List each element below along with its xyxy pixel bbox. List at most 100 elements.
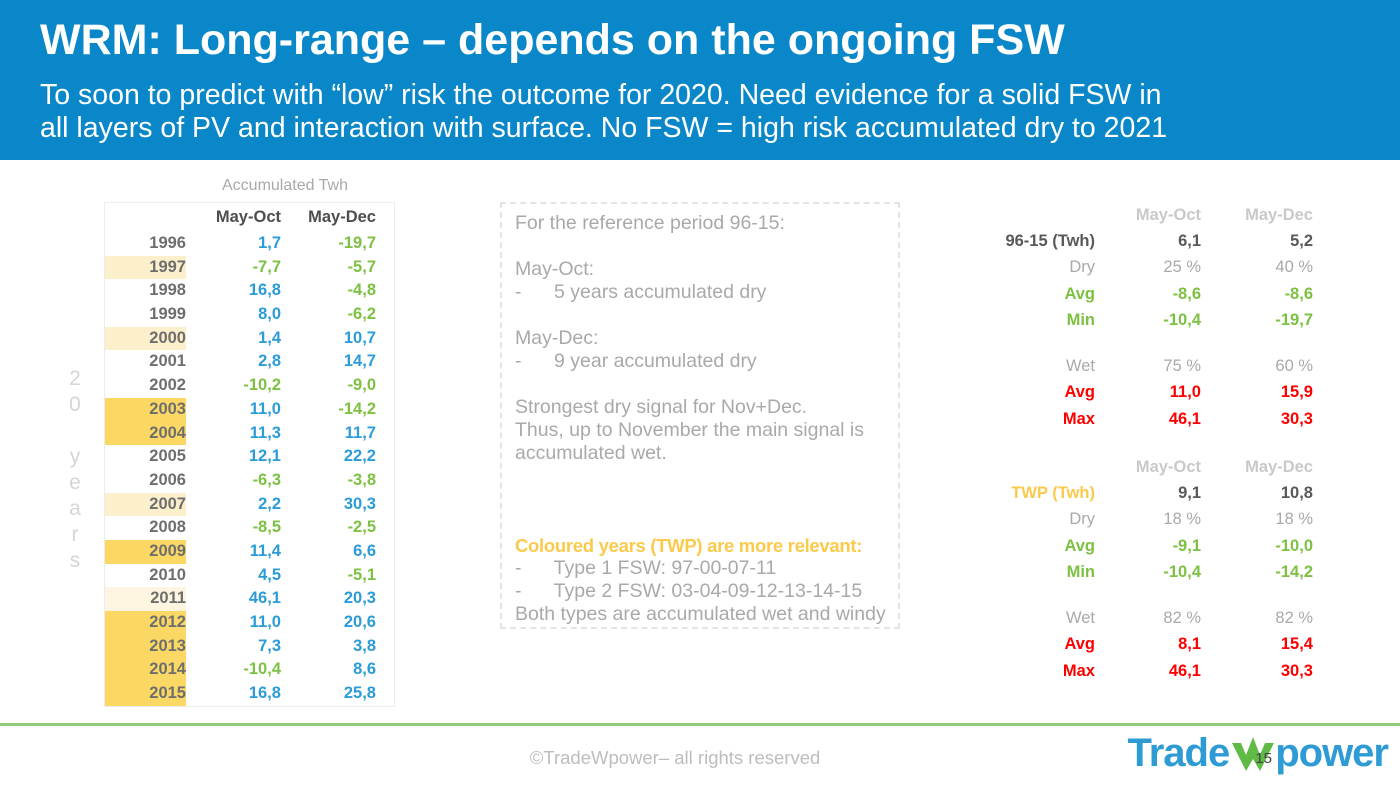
note-line — [515, 373, 888, 396]
year-cell: 1996 — [149, 234, 186, 252]
stats-row: Avg 8,1 15,4 — [985, 631, 1320, 657]
stats-row: Avg -9,1 -10,0 — [985, 533, 1320, 559]
logo-power-text: power — [1275, 731, 1389, 775]
year-cell: 2009 — [105, 539, 186, 564]
stats-value: 25 % — [1163, 258, 1201, 277]
table-row: 2012 11,0 20,6 — [105, 611, 394, 635]
stats-value: 46,1 — [1168, 661, 1201, 680]
stats-value: 18 % — [1163, 510, 1201, 529]
note-line — [515, 465, 888, 488]
stats-value: 9,1 — [1178, 484, 1201, 502]
value-cell: 3,8 — [353, 636, 376, 655]
year-table-body: 1996 1,7 -19,7 1997 -7,7 -5,7 1998 16,8 -4,8 1999… — [105, 232, 394, 706]
page-subtitle: To soon to predict with “low” risk the o… — [40, 79, 1370, 145]
note-line: Both types are accumulated wet and windy — [515, 603, 886, 625]
value-cell: 7,3 — [258, 636, 281, 655]
stats-row: Dry 18 % 18 % — [985, 506, 1320, 532]
stats-value — [1201, 333, 1313, 353]
accumulated-year-table: May-Oct May-Dec 1996 1,7 -19,7 1997 -7,7 -5,7… — [104, 202, 395, 707]
page-number: 15 — [1255, 750, 1272, 767]
value-cell: 4,5 — [258, 565, 281, 584]
subtitle-line-1: To soon to predict with “low” risk the o… — [40, 79, 1162, 111]
subtitle-line-2: all layers of PV and interaction with su… — [40, 112, 1168, 144]
table-row: 2002 -10,2 -9,0 — [105, 374, 394, 398]
note-lines: For the reference period 96-15: May-Oct: -… — [515, 212, 888, 626]
note-line: - 9 year accumulated dry — [515, 350, 757, 372]
value-cell: 16,8 — [248, 281, 281, 300]
stats-label: Wet — [1065, 609, 1095, 628]
column-header-may-oct: May-Oct — [215, 208, 281, 226]
table-row: 2014 -10,4 8,6 — [105, 658, 394, 683]
value-cell: -10,4 — [243, 660, 281, 679]
value-cell: -6,3 — [252, 470, 281, 489]
year-cell: 2002 — [149, 376, 186, 395]
year-cell: 2013 — [105, 634, 186, 659]
slide-header: WRM: Long-range – depends on the ongoing… — [0, 0, 1400, 160]
stats-value: 10,8 — [1280, 484, 1313, 502]
stats-header: May-Oct May-Dec — [985, 202, 1320, 228]
accumulated-twh-caption: Accumulated Twh — [222, 177, 348, 194]
value-cell: -2,5 — [347, 518, 376, 537]
year-cell: 2011 — [105, 587, 186, 611]
value-cell: 22,2 — [343, 447, 376, 466]
stats-label: TWP (Twh) — [1011, 484, 1095, 502]
stats-row: 96-15 (Twh) 6,1 5,2 — [985, 228, 1320, 254]
value-cell: 14,7 — [343, 352, 376, 371]
table-row: 2011 46,1 20,3 — [105, 587, 394, 611]
years-side-label: 2 0 y e a r s — [69, 367, 81, 572]
stats-value: 60 % — [1275, 357, 1313, 376]
stats-table-96-15: May-Oct May-Dec 96-15 (Twh) 6,1 5,2 Dry 25 %… — [985, 202, 1320, 432]
value-cell: -10,2 — [243, 376, 281, 395]
value-cell: -9,0 — [347, 376, 376, 395]
value-cell: 46,1 — [248, 589, 281, 608]
stats-row: Wet 75 % 60 % — [985, 353, 1320, 379]
note-line — [515, 304, 888, 327]
value-cell: 11,7 — [344, 423, 376, 442]
stats-row: TWP (Twh) 9,1 10,8 — [985, 480, 1320, 506]
value-cell: -4,8 — [347, 281, 376, 300]
year-cell: 1998 — [149, 281, 186, 300]
value-cell: 20,6 — [343, 613, 376, 631]
value-cell: 20,3 — [343, 589, 376, 608]
value-cell: 8,6 — [353, 660, 376, 679]
stats-row: Dry 25 % 40 % — [985, 254, 1320, 280]
year-cell: 2004 — [105, 421, 186, 446]
copyright-text: ©TradeWpower– all rights reserved — [529, 747, 821, 768]
note-line — [515, 511, 888, 534]
stats-label — [985, 585, 1095, 605]
value-cell: 10,7 — [343, 328, 376, 347]
table-row: 2000 1,4 10,7 — [105, 326, 394, 351]
stats-value — [1095, 333, 1201, 353]
note-line: For the reference period 96-15: — [515, 212, 785, 234]
tradewpower-logo: Trade power — [1127, 731, 1389, 775]
note-line: Thus, up to November the main signal is — [515, 419, 865, 441]
year-cell: 2012 — [105, 611, 186, 635]
value-cell: -3,8 — [347, 470, 376, 489]
stats-value: 40 % — [1275, 258, 1313, 277]
stats-row: Avg -8,6 -8,6 — [985, 281, 1320, 307]
value-cell: 2,2 — [258, 494, 281, 513]
stats-header: May-Oct May-Dec — [985, 454, 1320, 480]
value-cell: 1,4 — [258, 328, 281, 347]
stats-value: -10,0 — [1275, 536, 1313, 555]
stats-label: Max — [1062, 661, 1095, 680]
table-row: 2010 4,5 -5,1 — [105, 564, 394, 588]
stats-value: -9,1 — [1172, 536, 1201, 555]
stats-header-spacer — [985, 454, 1095, 480]
stats-label: Avg — [1064, 284, 1095, 303]
year-cell: 2014 — [105, 658, 186, 683]
stats-header-may-dec: May-Dec — [1245, 206, 1313, 224]
table-row: 2001 2,8 14,7 — [105, 350, 394, 374]
stats-header-spacer — [985, 202, 1095, 228]
stats-row: Max 46,1 30,3 — [985, 658, 1320, 684]
logo-w-icon — [1232, 737, 1275, 771]
value-cell: 16,8 — [248, 684, 281, 703]
stats-value: 75 % — [1163, 357, 1201, 376]
value-cell: 11,0 — [249, 399, 281, 418]
table-row: 2004 11,3 11,7 — [105, 421, 394, 446]
value-cell: -8,5 — [252, 518, 281, 537]
stats-value: 30,3 — [1280, 409, 1313, 428]
footer-divider — [0, 723, 1400, 726]
table-row: 2013 7,3 3,8 — [105, 634, 394, 659]
stats-value: 82 % — [1163, 609, 1201, 628]
